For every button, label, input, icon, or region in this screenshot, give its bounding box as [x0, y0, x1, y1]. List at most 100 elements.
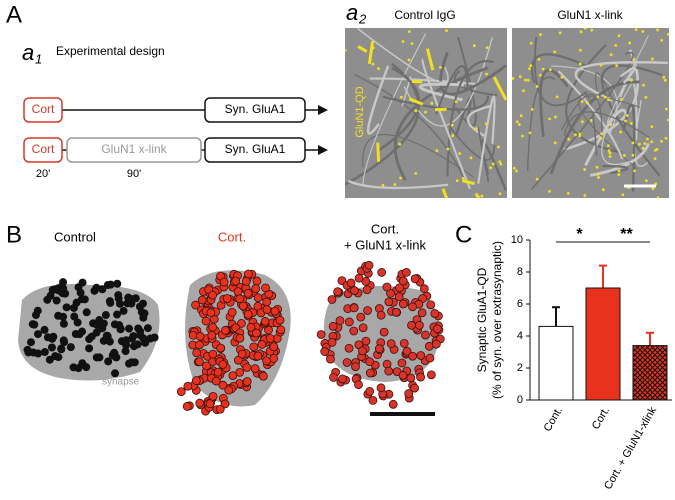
dot	[359, 347, 367, 355]
dot	[366, 387, 374, 395]
dot	[420, 285, 428, 293]
dot	[124, 294, 132, 302]
dot	[377, 311, 385, 319]
image-title: Control IgG	[394, 8, 455, 22]
qd-dot	[607, 144, 610, 147]
dot	[239, 302, 247, 310]
qd-dot	[600, 137, 603, 140]
dot	[380, 328, 388, 336]
dot	[409, 303, 417, 311]
dot	[225, 386, 233, 394]
qd-dot	[590, 29, 593, 32]
dot	[343, 358, 351, 366]
dot	[139, 300, 147, 308]
qd-dot	[382, 184, 385, 187]
arrow	[318, 145, 328, 155]
sub-label: a	[346, 0, 358, 25]
dot	[366, 369, 374, 377]
qd-dot	[630, 79, 633, 82]
qd-dot	[553, 51, 556, 54]
qd-dot	[344, 49, 347, 52]
qd-dot	[654, 157, 657, 160]
qd-dot	[618, 170, 621, 173]
dot	[202, 317, 210, 325]
dot	[362, 337, 370, 345]
dot	[385, 367, 393, 375]
qd-dot	[520, 114, 523, 117]
time-label: 20'	[36, 168, 50, 180]
dot	[195, 358, 203, 366]
dot	[113, 280, 121, 288]
qd-dot	[489, 166, 492, 169]
dot	[355, 381, 363, 389]
qd-dot	[656, 29, 659, 32]
dot	[339, 375, 347, 383]
dot	[232, 277, 240, 285]
qd-dot	[600, 132, 603, 135]
qd-dot	[586, 102, 589, 105]
dot	[34, 330, 42, 338]
qd-dot	[644, 96, 647, 99]
qd-dot	[609, 155, 612, 158]
qd-dot	[451, 124, 454, 127]
dot	[70, 304, 78, 312]
qd-dot	[554, 141, 557, 144]
qd-dot	[445, 29, 448, 32]
dot	[236, 334, 244, 342]
qd-dot	[651, 58, 654, 61]
dot	[234, 288, 242, 296]
dot	[223, 294, 231, 302]
qd-dot	[451, 134, 454, 137]
dot	[369, 396, 377, 404]
dot	[426, 354, 434, 362]
dot	[400, 339, 408, 347]
qd-dot	[567, 192, 570, 195]
dot	[209, 392, 217, 400]
dot	[192, 301, 200, 309]
dot	[30, 321, 38, 329]
dot	[355, 274, 363, 282]
qd-dot	[539, 33, 542, 36]
image-title: GluN1 x-link	[557, 8, 623, 22]
dot	[195, 341, 203, 349]
y-tick-label: 6	[517, 298, 523, 310]
qd-dot	[408, 58, 411, 61]
qd-dot	[643, 142, 646, 145]
qd-dot	[498, 160, 501, 163]
dot	[144, 324, 152, 332]
qd-dot	[597, 176, 600, 179]
dot	[421, 331, 429, 339]
dot	[122, 347, 130, 355]
qd-dot	[609, 152, 612, 155]
dot	[139, 334, 147, 342]
group-title: Control	[54, 229, 96, 244]
y-axis-label: Synaptic GluA1-QD	[475, 267, 489, 372]
dot	[212, 377, 220, 385]
dot	[366, 358, 374, 366]
dot	[97, 321, 105, 329]
dot	[328, 338, 336, 346]
qd-dot	[614, 44, 617, 47]
dot	[198, 296, 206, 304]
dot	[329, 373, 337, 381]
qd-dot	[652, 187, 655, 190]
qd-dot	[456, 179, 459, 182]
box-label: Syn. GluA1	[225, 142, 286, 156]
dot	[47, 292, 55, 300]
y-tick-label: 0	[517, 394, 523, 406]
dot	[345, 318, 353, 326]
dot	[350, 304, 358, 312]
subtitle: Experimental design	[56, 44, 165, 58]
dot	[78, 359, 86, 367]
dot	[83, 308, 91, 316]
qd-dot	[641, 30, 644, 33]
dot	[262, 284, 270, 292]
dot	[271, 307, 279, 315]
qd-dot	[607, 98, 610, 101]
dot	[266, 334, 274, 342]
dot	[85, 344, 93, 352]
qd-dot	[519, 75, 522, 78]
panel-letter: B	[6, 221, 22, 248]
qd-dot	[630, 122, 633, 125]
